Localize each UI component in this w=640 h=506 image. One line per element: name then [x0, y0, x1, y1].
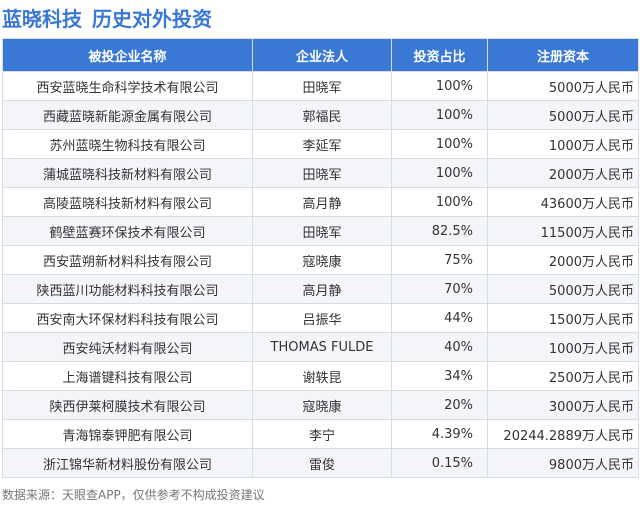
investment-ratio-cell: 75% [391, 245, 488, 275]
company-name-cell: 陕西伊莱柯膜技术有限公司 [2, 390, 253, 420]
company-name-cell: 蒲城蓝晓科技新材料有限公司 [2, 158, 253, 188]
table-row: 苏州蓝晓生物科技有限公司 李延军 100% 1000万人民币 [2, 129, 639, 159]
investment-ratio-cell: 82.5% [391, 216, 488, 246]
company-name-cell: 上海谱键科技有限公司 [2, 361, 253, 391]
legal-rep-cell: 田晓军 [252, 216, 392, 246]
investment-ratio-cell: 20% [391, 390, 488, 420]
legal-rep-cell: 吕振华 [252, 303, 392, 333]
table-body: 西安蓝晓生命科学技术有限公司 田晓军 100% 5000万人民币 西藏蓝晓新能源金属有限… [2, 71, 639, 478]
registered-capital-cell: 20244.2889万人民币 [487, 419, 639, 449]
legal-rep-cell: 谢轶昆 [252, 361, 392, 391]
company-name-cell: 西安南大环保材料科技有限公司 [2, 303, 253, 333]
column-header-legal-rep: 企业法人 [252, 38, 392, 72]
registered-capital-cell: 9800万人民币 [487, 448, 639, 478]
registered-capital-cell: 43600万人民币 [487, 187, 639, 217]
investment-ratio-cell: 0.15% [391, 448, 488, 478]
column-header-company: 被投企业名称 [2, 38, 253, 72]
registered-capital-cell: 5000万人民币 [487, 274, 639, 304]
legal-rep-cell: 李延军 [252, 129, 392, 159]
investment-ratio-cell: 100% [391, 71, 488, 101]
legal-rep-cell: 雷俊 [252, 448, 392, 478]
column-header-ratio: 投资占比 [391, 38, 488, 72]
table-row: 陕西伊莱柯膜技术有限公司 寇晓康 20% 3000万人民币 [2, 390, 639, 420]
registered-capital-cell: 1000万人民币 [487, 129, 639, 159]
investment-ratio-cell: 100% [391, 187, 488, 217]
registered-capital-cell: 11500万人民币 [487, 216, 639, 246]
investment-table: 被投企业名称 企业法人 投资占比 注册资本 西安蓝晓生命科学技术有限公司 田晓军 1… [2, 38, 639, 478]
investment-ratio-cell: 34% [391, 361, 488, 391]
table-row: 高陵蓝晓科技新材料有限公司 高月静 100% 43600万人民币 [2, 187, 639, 217]
table-row: 青海锦泰钾肥有限公司 李宁 4.39% 20244.2889万人民币 [2, 419, 639, 449]
company-name-cell: 西安蓝朔新材料科技有限公司 [2, 245, 253, 275]
table-row: 鹤壁蓝赛环保技术有限公司 田晓军 82.5% 11500万人民币 [2, 216, 639, 246]
table-row: 陕西蓝川功能材料科技有限公司 高月静 70% 5000万人民币 [2, 274, 639, 304]
company-name-cell: 浙江锦华新材料股份有限公司 [2, 448, 253, 478]
investment-ratio-cell: 44% [391, 303, 488, 333]
legal-rep-cell: 高月静 [252, 187, 392, 217]
table-row: 上海谱键科技有限公司 谢轶昆 34% 2500万人民币 [2, 361, 639, 391]
company-name-cell: 苏州蓝晓生物科技有限公司 [2, 129, 253, 159]
registered-capital-cell: 5000万人民币 [487, 71, 639, 101]
investment-ratio-cell: 70% [391, 274, 488, 304]
company-name-cell: 青海锦泰钾肥有限公司 [2, 419, 253, 449]
title-bar: 蓝晓科技 历史对外投资 [0, 0, 640, 34]
table-row: 蒲城蓝晓科技新材料有限公司 田晓军 100% 2000万人民币 [2, 158, 639, 188]
investment-ratio-cell: 4.39% [391, 419, 488, 449]
registered-capital-cell: 2000万人民币 [487, 245, 639, 275]
legal-rep-cell: 田晓军 [252, 158, 392, 188]
table-row: 西安南大环保材料科技有限公司 吕振华 44% 1500万人民币 [2, 303, 639, 333]
registered-capital-cell: 1500万人民币 [487, 303, 639, 333]
column-header-capital: 注册资本 [487, 38, 639, 72]
legal-rep-cell: 寇晓康 [252, 390, 392, 420]
table-row: 西藏蓝晓新能源金属有限公司 郭福民 100% 5000万人民币 [2, 100, 639, 130]
legal-rep-cell: 田晓军 [252, 71, 392, 101]
legal-rep-cell: 李宁 [252, 419, 392, 449]
legal-rep-cell: 寇晓康 [252, 245, 392, 275]
data-source-note: 数据来源：天眼查APP，仅供参考不构成投资建议 [2, 488, 265, 502]
registered-capital-cell: 5000万人民币 [487, 100, 639, 130]
page-title: 历史对外投资 [92, 7, 212, 31]
registered-capital-cell: 3000万人民币 [487, 390, 639, 420]
company-name-cell: 西安纯沃材料有限公司 [2, 332, 253, 362]
company-name-cell: 陕西蓝川功能材料科技有限公司 [2, 274, 253, 304]
investment-ratio-cell: 100% [391, 158, 488, 188]
table-row: 浙江锦华新材料股份有限公司 雷俊 0.15% 9800万人民币 [2, 448, 639, 478]
table-row: 西安纯沃材料有限公司 THOMAS FULDE 40% 1000万人民币 [2, 332, 639, 362]
legal-rep-cell: 郭福民 [252, 100, 392, 130]
registered-capital-cell: 2000万人民币 [487, 158, 639, 188]
table-row: 西安蓝晓生命科学技术有限公司 田晓军 100% 5000万人民币 [2, 71, 639, 101]
company-name-cell: 鹤壁蓝赛环保技术有限公司 [2, 216, 253, 246]
company-name-cell: 西安蓝晓生命科学技术有限公司 [2, 71, 253, 101]
investment-ratio-cell: 40% [391, 332, 488, 362]
investment-ratio-cell: 100% [391, 100, 488, 130]
company-name: 蓝晓科技 [2, 7, 82, 31]
investment-ratio-cell: 100% [391, 129, 488, 159]
registered-capital-cell: 1000万人民币 [487, 332, 639, 362]
registered-capital-cell: 2500万人民币 [487, 361, 639, 391]
legal-rep-cell: 高月静 [252, 274, 392, 304]
table-row: 西安蓝朔新材料科技有限公司 寇晓康 75% 2000万人民币 [2, 245, 639, 275]
legal-rep-cell: THOMAS FULDE [252, 332, 392, 362]
table-header-row: 被投企业名称 企业法人 投资占比 注册资本 [2, 38, 639, 72]
company-name-cell: 高陵蓝晓科技新材料有限公司 [2, 187, 253, 217]
company-name-cell: 西藏蓝晓新能源金属有限公司 [2, 100, 253, 130]
